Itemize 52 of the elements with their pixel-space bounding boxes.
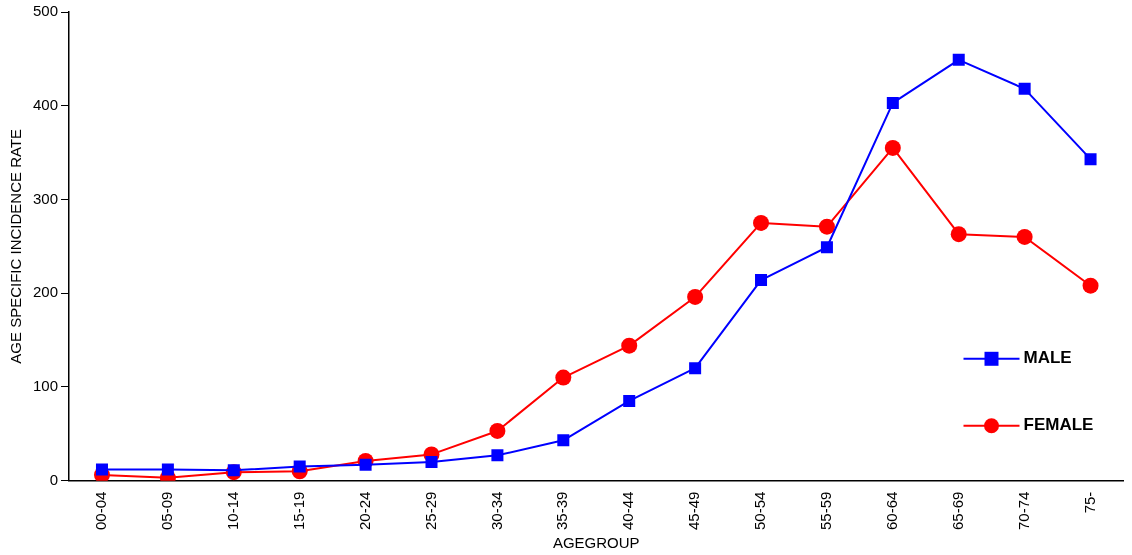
point [425, 455, 438, 468]
y-tick-label: 500 [33, 2, 59, 20]
point [755, 274, 768, 287]
x-tick-label: 60-64 [882, 491, 900, 531]
y-tick-label: 0 [49, 470, 59, 488]
point [1018, 82, 1031, 95]
y-tick-label: 400 [33, 95, 59, 113]
legend-label: FEMALE [1023, 415, 1094, 435]
y-tick-label: 300 [33, 189, 59, 207]
point [687, 288, 704, 305]
point [952, 53, 965, 66]
point [818, 218, 835, 235]
y-tick-label: 100 [33, 377, 59, 395]
point [753, 214, 770, 231]
point [95, 463, 108, 476]
x-tick-label: 55-59 [817, 491, 835, 531]
point [689, 362, 702, 375]
x-tick-label: 50-54 [751, 491, 769, 531]
point [227, 464, 240, 477]
point [623, 394, 636, 407]
x-tick-label: 40-44 [619, 491, 637, 531]
point [491, 449, 504, 462]
point [557, 434, 570, 447]
point [884, 139, 901, 156]
x-tick-label: 00-04 [92, 491, 110, 531]
x-tick-label: 20-24 [355, 491, 373, 531]
x-tick-label: 10-14 [223, 491, 241, 531]
point [489, 422, 506, 439]
y-axis-title: AGE SPECIFIC INCIDENCE RATE [7, 128, 25, 364]
point [293, 460, 306, 473]
point [1082, 277, 1099, 294]
x-tick-label: 75- [1080, 491, 1098, 514]
point [1016, 228, 1033, 245]
point [555, 369, 572, 386]
legend-label: MALE [1023, 348, 1072, 368]
point [886, 96, 899, 109]
x-tick-label: 65-69 [948, 491, 966, 531]
y-tick-label: 200 [33, 283, 59, 301]
x-tick-label: 45-49 [685, 491, 703, 531]
x-axis-title: AGEGROUP [552, 534, 640, 552]
x-tick-label: 05-09 [158, 491, 176, 531]
x-tick-label: 30-34 [487, 491, 505, 531]
point [1084, 153, 1097, 166]
point [161, 463, 174, 476]
x-tick-label: 35-39 [553, 491, 571, 531]
x-tick-label: 70-74 [1014, 491, 1032, 531]
point [820, 241, 833, 254]
point [359, 458, 372, 471]
x-tick-label: 25-29 [421, 491, 439, 531]
point [950, 226, 967, 243]
x-tick-label: 15-19 [289, 491, 307, 531]
point [621, 337, 638, 354]
